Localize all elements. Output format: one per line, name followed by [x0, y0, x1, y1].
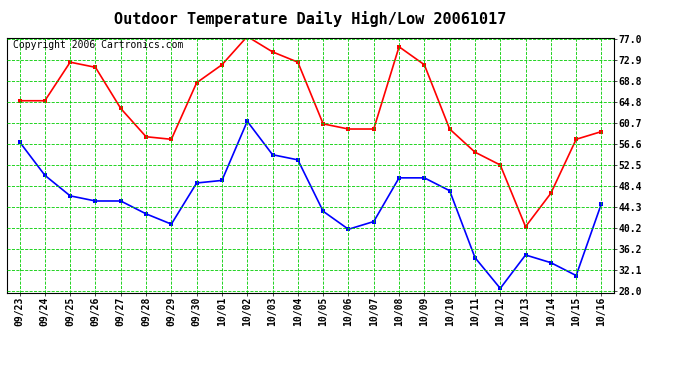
Text: Outdoor Temperature Daily High/Low 20061017: Outdoor Temperature Daily High/Low 20061…	[115, 11, 506, 27]
Text: Copyright 2006 Cartronics.com: Copyright 2006 Cartronics.com	[13, 40, 184, 50]
